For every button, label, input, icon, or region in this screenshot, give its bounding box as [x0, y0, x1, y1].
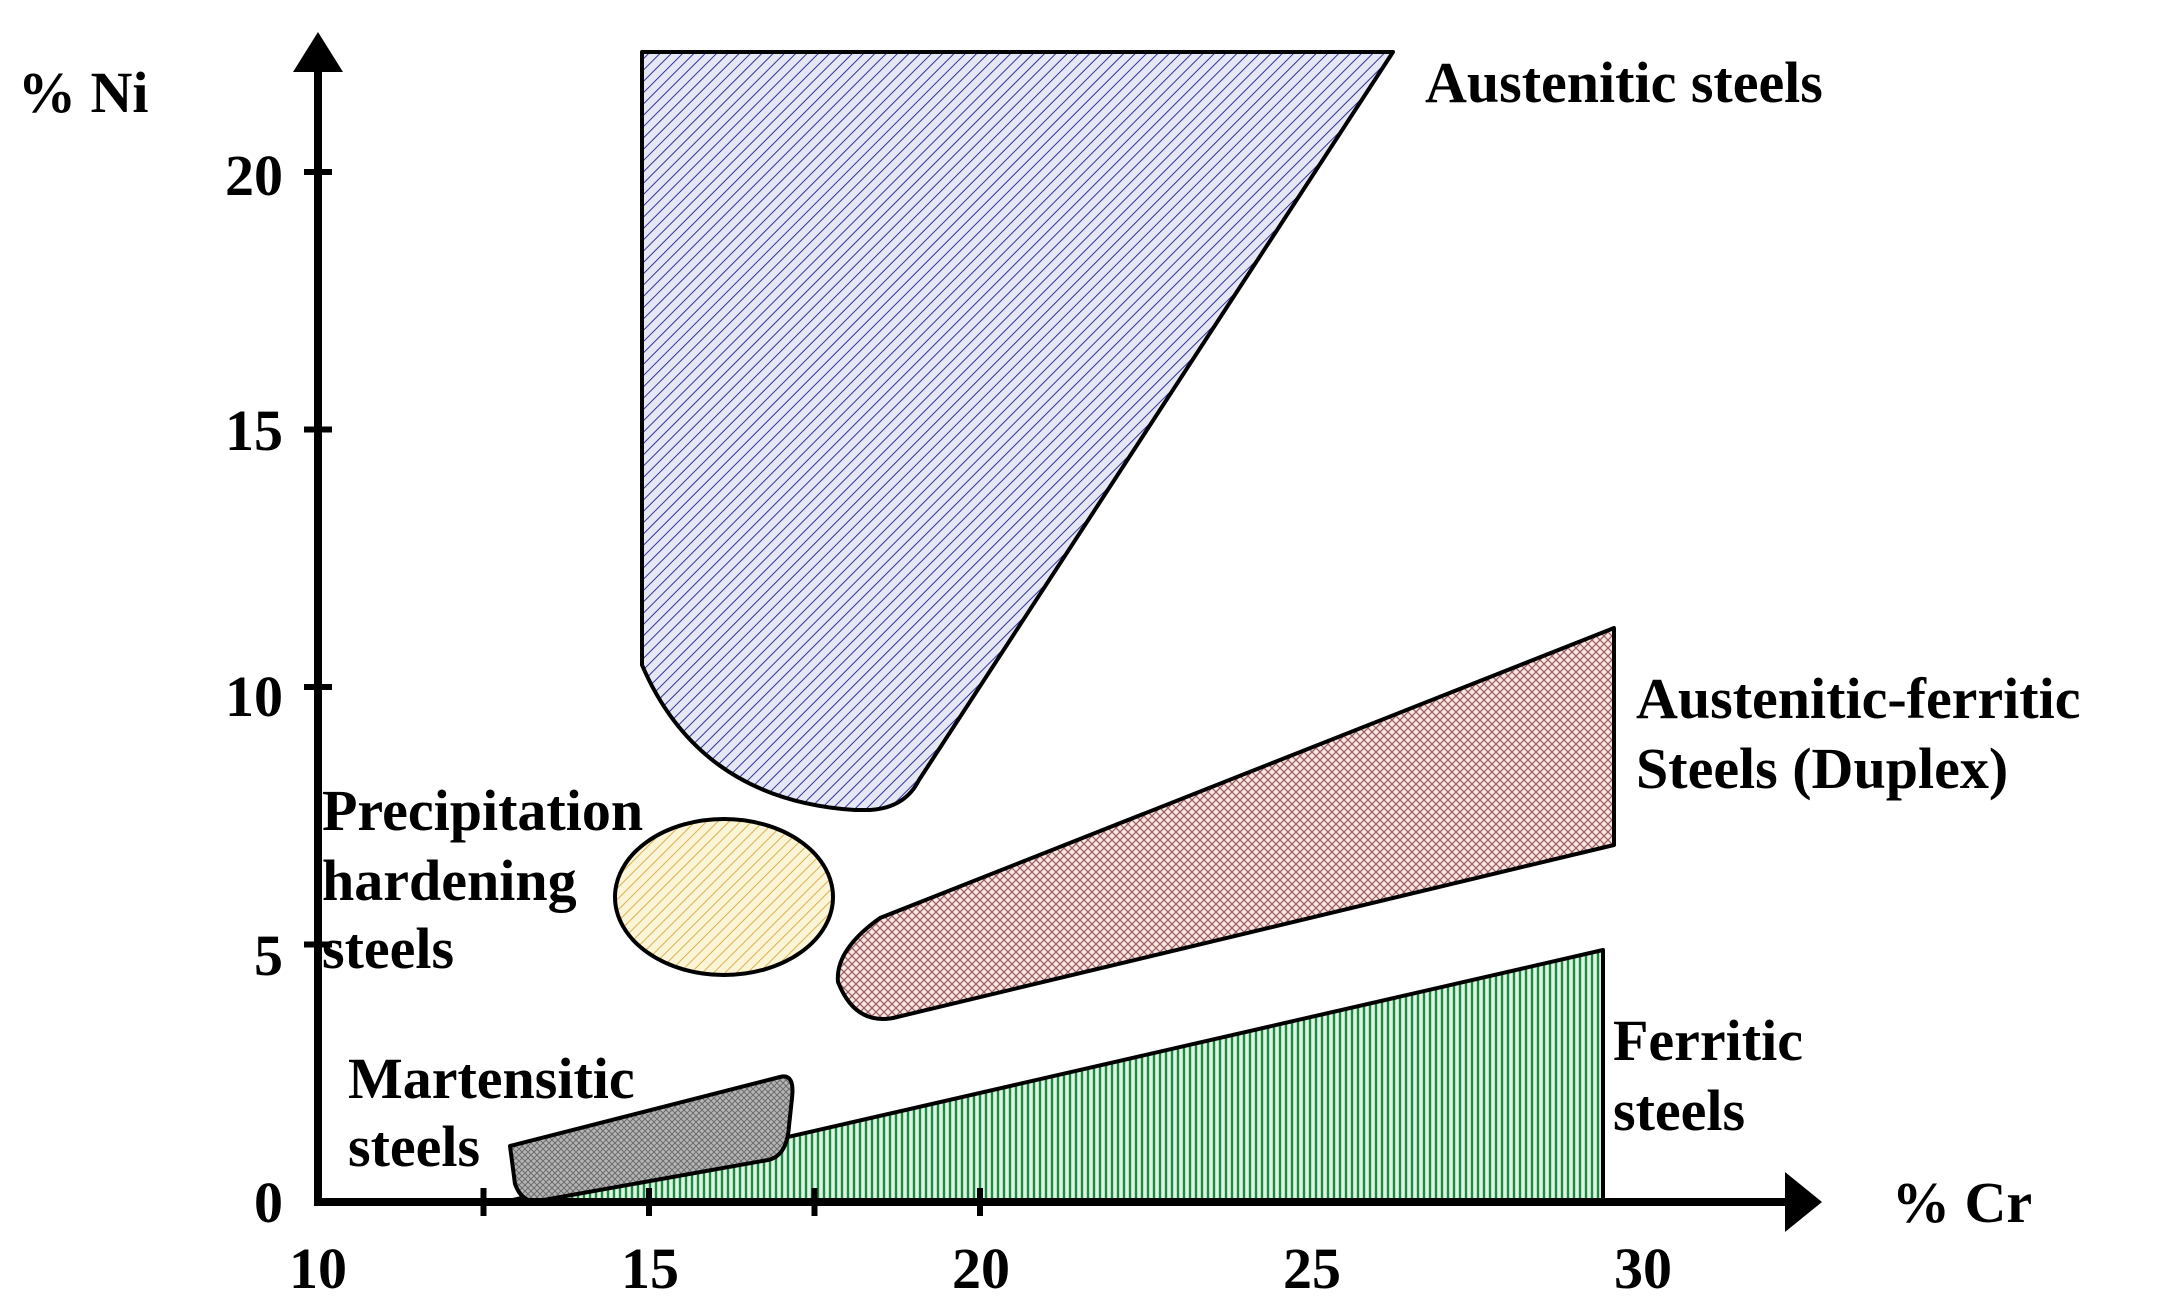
x-tick-label: 10 [289, 1236, 347, 1301]
austenitic-region [640, 50, 1395, 812]
x-tick-label: 30 [1614, 1236, 1672, 1301]
x-tick-label: 25 [1283, 1236, 1341, 1301]
y-tick-label: 0 [254, 1170, 283, 1235]
precipitation-label-line2: hardening [322, 848, 577, 913]
y-axis-arrow [293, 32, 343, 72]
ferritic-label-line1: Ferritic [1613, 1008, 1803, 1073]
y-tick-label: 10 [225, 664, 283, 729]
martensitic-label-line2: steels [348, 1114, 480, 1179]
x-axis-label: % Cr [1892, 1170, 2032, 1235]
martensitic-region [508, 1074, 795, 1204]
x-tick-label: 20 [952, 1236, 1010, 1301]
ferritic-label-line2: steels [1613, 1078, 1745, 1143]
austenitic-label: Austenitic steels [1425, 50, 1823, 115]
duplex-label-line1: Austenitic-ferritic [1636, 666, 2080, 731]
precipitation-label-line1: Precipitation [322, 778, 643, 843]
y-tick-label: 15 [225, 398, 283, 463]
duplex-region [835, 626, 1616, 1021]
y-tick-label: 20 [225, 143, 283, 208]
precipitation-label-line3: steels [322, 916, 454, 981]
y-axis-label: % Ni [18, 60, 149, 125]
martensitic-label-line1: Martensitic [348, 1046, 635, 1111]
axis-ticks [304, 169, 983, 1216]
duplex-label-line2: Steels (Duplex) [1636, 736, 2008, 801]
x-tick-label: 15 [621, 1236, 679, 1301]
y-tick-label: 5 [254, 923, 283, 988]
precipitation-region [613, 817, 835, 977]
x-axis-arrow [1785, 1172, 1822, 1232]
